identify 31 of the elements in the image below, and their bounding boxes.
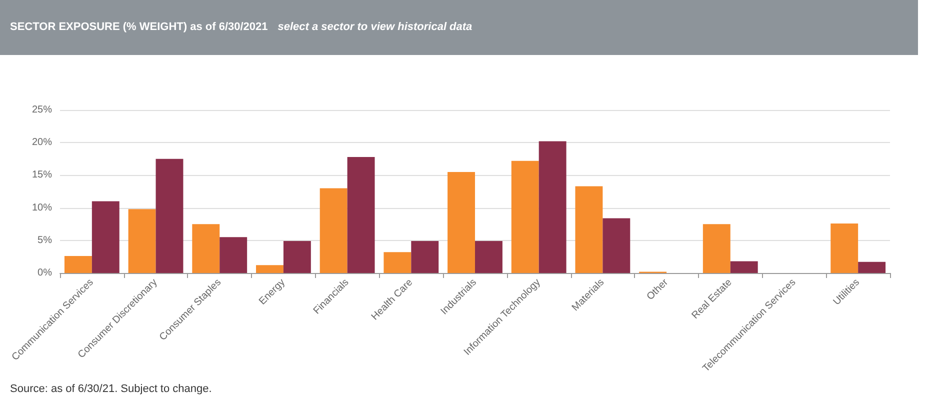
bar (830, 223, 858, 273)
y-tick-label: 25% (32, 104, 52, 116)
bar (702, 224, 730, 273)
source-note: Source: as of 6/30/21. Subject to change. (10, 383, 212, 395)
y-tick-label: 10% (32, 202, 52, 214)
bar (128, 209, 156, 273)
bar (538, 141, 566, 273)
bar (256, 265, 284, 273)
bar (475, 241, 502, 273)
bar (156, 158, 184, 273)
chart-subtitle: select a sector to view historical data (278, 21, 472, 33)
bar (602, 218, 630, 273)
bar (858, 262, 886, 273)
chart-title: SECTOR EXPOSURE (% WEIGHT) as of 6/30/2021 (10, 21, 268, 33)
bar (511, 160, 539, 273)
y-tick-label: 20% (32, 137, 52, 148)
y-tick-label: 5% (38, 234, 52, 246)
bar (448, 172, 475, 273)
y-tick-label: 0% (38, 268, 52, 278)
bar (64, 256, 92, 273)
bar (283, 241, 311, 273)
bar (192, 224, 220, 273)
bar (575, 186, 603, 273)
bar (411, 241, 439, 273)
bar (92, 201, 120, 273)
bar (384, 252, 412, 273)
bar (320, 188, 348, 273)
y-tick-label: 15% (32, 170, 52, 181)
bar (730, 261, 758, 273)
bar (347, 156, 375, 273)
bar (220, 237, 248, 273)
